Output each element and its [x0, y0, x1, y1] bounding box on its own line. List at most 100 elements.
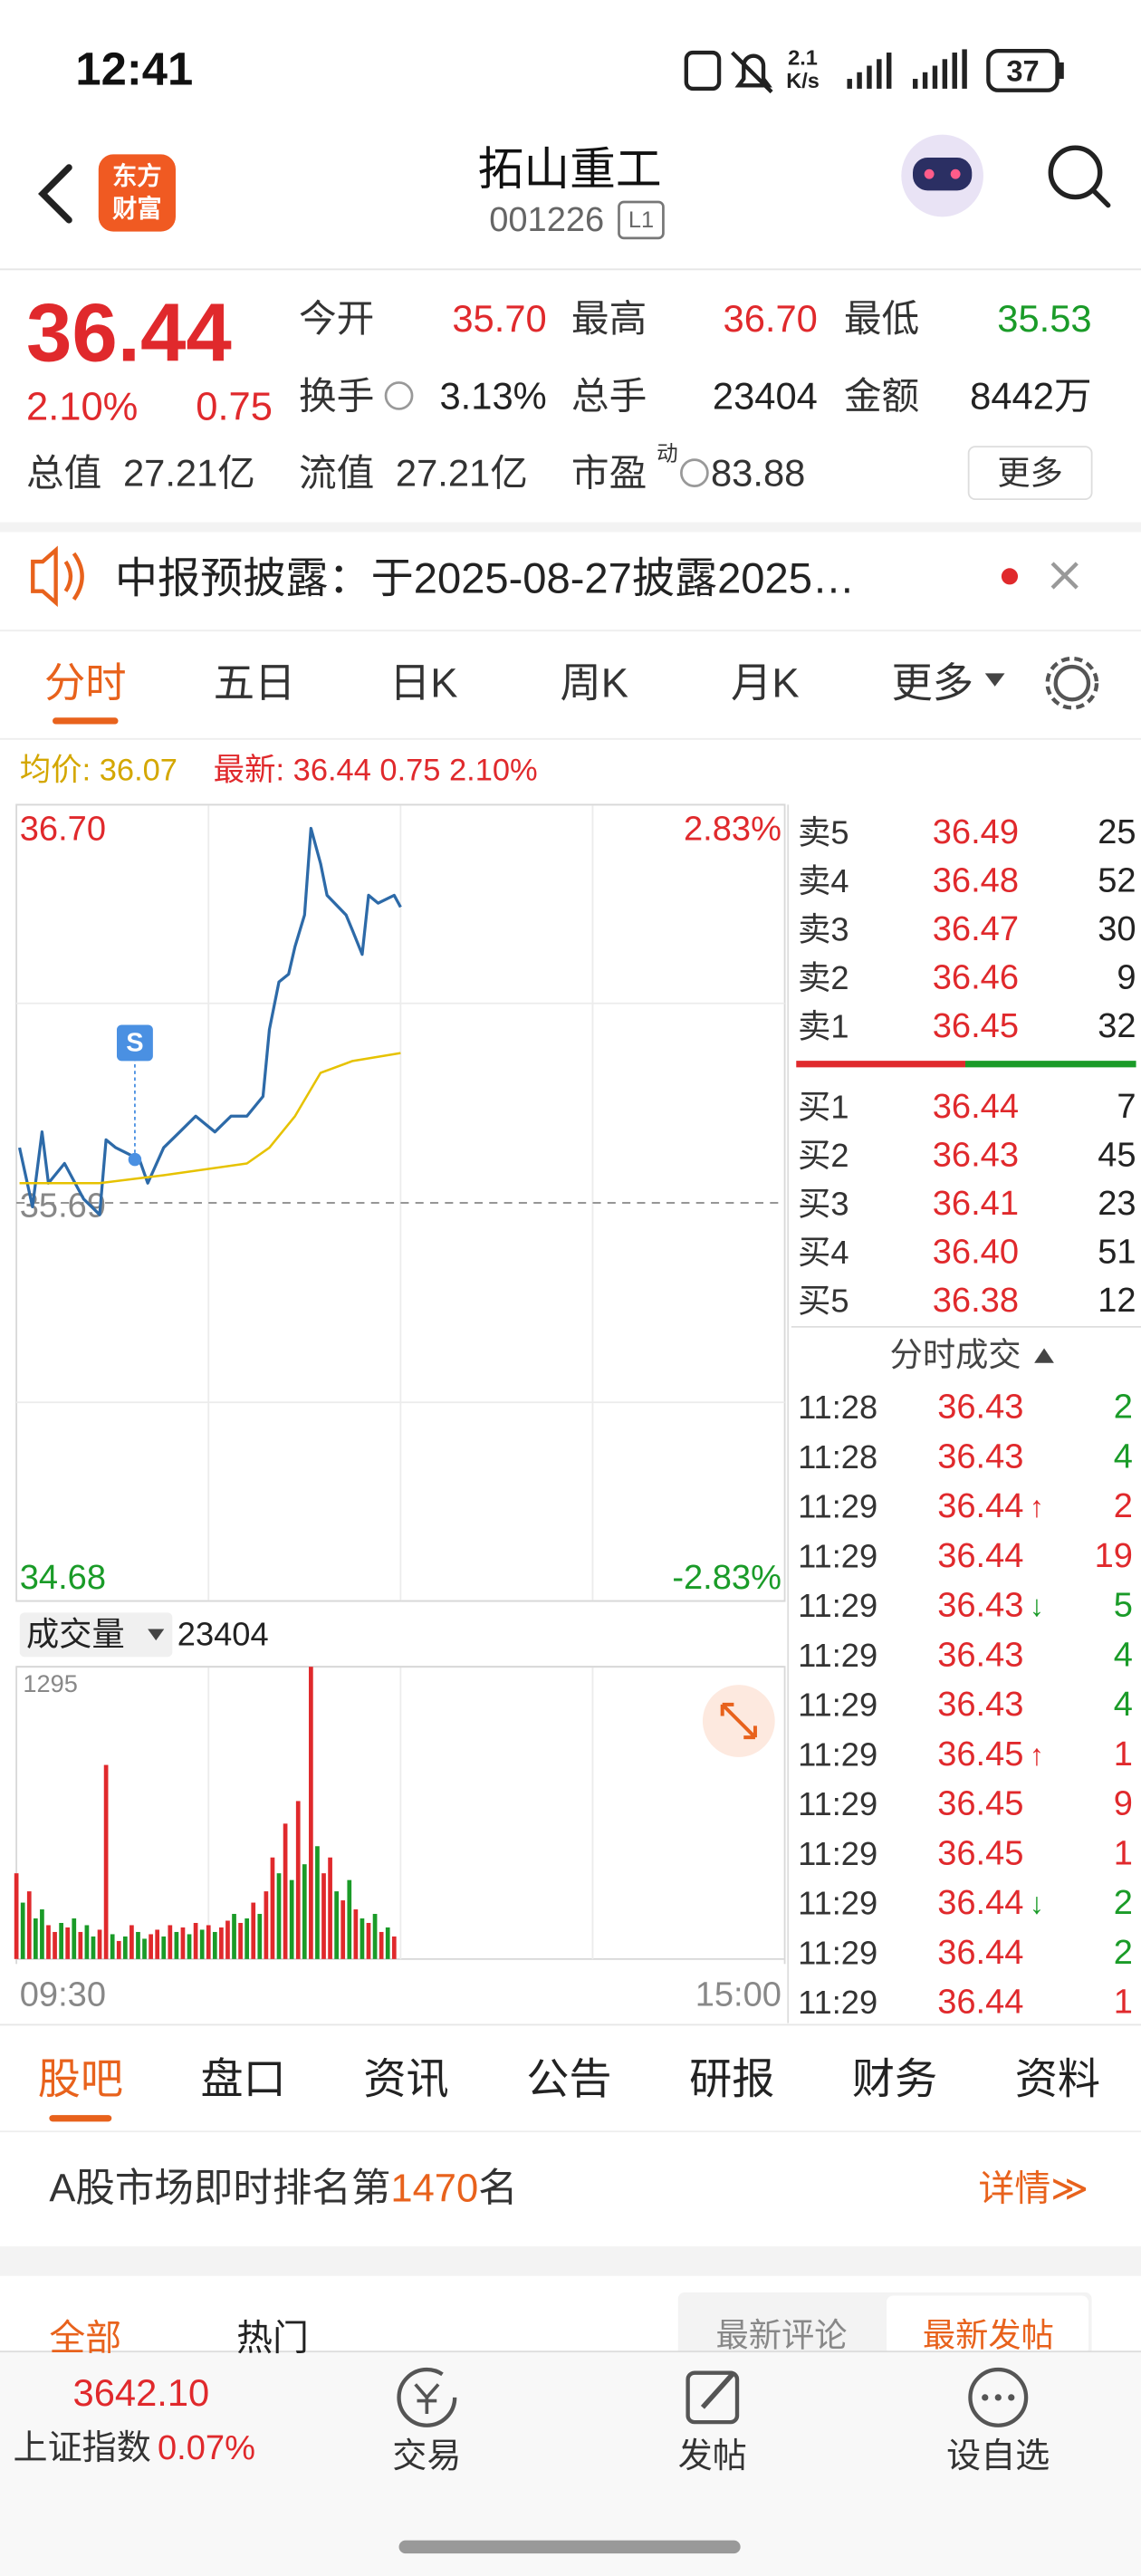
stock-tab[interactable]: 研报: [689, 2055, 774, 2103]
tab-underline: [53, 717, 119, 725]
volume-bar: [340, 1900, 346, 1959]
settings-button[interactable]: [1053, 664, 1091, 702]
chart-tab[interactable]: 日K: [389, 660, 458, 706]
change: 0.75: [196, 386, 273, 429]
chart-tab[interactable]: 分时: [44, 660, 127, 706]
post-tab[interactable]: 热门: [236, 2319, 309, 2359]
trade-qty: 2: [1114, 1487, 1133, 1525]
ranking-text: A股市场即时排名第1470名: [49, 2167, 517, 2211]
book-price: 36.38: [933, 1282, 1019, 1320]
ranking-number: 1470: [390, 2167, 478, 2211]
legend-text: 最新: 36.44 0.75 2.10%: [214, 753, 538, 787]
stock-tab[interactable]: 公告: [526, 2055, 611, 2103]
price-line: [19, 1052, 401, 1185]
book-label: 买4: [798, 1234, 849, 1271]
more-button[interactable]: [967, 446, 1093, 501]
price-line: [17, 826, 402, 1216]
volume-bar: [199, 1929, 205, 1959]
trade-qty: 4: [1114, 1437, 1133, 1475]
robot-face: [913, 158, 973, 191]
nav-item[interactable]: 交易: [392, 2437, 461, 2475]
volume-bar: [391, 1936, 397, 1959]
volume-bar: [161, 1936, 167, 1959]
pen: [700, 2372, 734, 2409]
volume-bar: [33, 1918, 38, 1959]
trade-time: 11:29: [798, 1835, 877, 1872]
volume-bar: [142, 1938, 147, 1959]
volume-bar: [149, 1934, 153, 1959]
volume-bar: [251, 1902, 256, 1959]
trade-qty: 1: [1114, 1984, 1133, 2022]
stock-tab[interactable]: 财务: [852, 2055, 937, 2103]
summary-sup: 动: [657, 441, 678, 465]
mute-icon: [731, 51, 773, 94]
trade-arrow: ↓: [1030, 1589, 1044, 1622]
summary-value: 83.88: [711, 452, 805, 495]
index-value: 3642.10: [73, 2371, 210, 2414]
trade-price: 36.45: [937, 1834, 1023, 1872]
sort-tab[interactable]: 最新评论: [715, 2317, 847, 2354]
nav-item[interactable]: 发帖: [678, 2437, 747, 2475]
volume-bar: [219, 1927, 224, 1959]
volume-bar: [347, 1879, 352, 1959]
stock-tab[interactable]: 股吧: [38, 2055, 123, 2103]
post-tab[interactable]: 全部: [49, 2319, 121, 2359]
chart-tab[interactable]: 周K: [561, 660, 629, 706]
volume-bar: [103, 1764, 109, 1959]
close-button[interactable]: [1050, 562, 1079, 590]
chart-tab[interactable]: 更多: [891, 660, 973, 706]
volume-bar: [372, 1914, 378, 1959]
search-handle: [1090, 187, 1111, 208]
volume-bar: [257, 1914, 263, 1959]
volume-bar: [46, 1925, 51, 1959]
volume-bar: [97, 1929, 102, 1959]
book-label: 卖1: [798, 1008, 849, 1045]
level-badge: L1: [628, 207, 654, 233]
ranking-detail[interactable]: 详情≫: [978, 2169, 1088, 2209]
band: [0, 522, 1141, 533]
info-icon: [384, 381, 414, 410]
field-label: 今开: [299, 297, 374, 340]
search-button[interactable]: [1048, 145, 1103, 200]
volume-selector[interactable]: [19, 1612, 173, 1658]
trade-time: 11:29: [798, 1785, 877, 1822]
field-label: 最高: [571, 297, 647, 340]
app-logo: [98, 154, 176, 232]
chart-tab[interactable]: 五日: [214, 660, 296, 706]
stock-tab[interactable]: 盘口: [201, 2055, 286, 2103]
sort-tab[interactable]: 最新发帖: [923, 2317, 1054, 2354]
trade-qty: 2: [1114, 1389, 1133, 1427]
field-label: 金额: [844, 374, 919, 417]
net-unit: K/s: [786, 69, 820, 92]
field-value: 3.13%: [440, 374, 547, 417]
stock-name: 拓山重工: [478, 143, 662, 195]
trade-price: 36.43: [937, 1437, 1023, 1475]
settings-gear: [1045, 656, 1099, 710]
volume-bar: [276, 1873, 282, 1959]
volume-bar: [129, 1925, 134, 1959]
bottom-bar: [0, 2351, 1141, 2576]
logo-text: 东方: [112, 161, 161, 189]
volume-bar: [334, 1891, 340, 1959]
legend-text: 均价: 36.07: [20, 753, 177, 787]
nav-item[interactable]: 设自选: [946, 2437, 1050, 2475]
home-indicator: [398, 2540, 741, 2554]
volume-bar: [84, 1925, 90, 1959]
trade-price: 36.43: [937, 1686, 1023, 1724]
sort-arrow: [1034, 1348, 1054, 1363]
battery-level: 37: [1006, 53, 1039, 87]
stock-tab[interactable]: 资料: [1015, 2055, 1100, 2103]
book-price: 36.48: [933, 862, 1019, 900]
book-price: 36.49: [933, 813, 1019, 851]
field-label: 换手: [299, 374, 374, 417]
book-qty: 25: [1098, 813, 1136, 851]
back-button[interactable]: [38, 164, 72, 224]
volume-bar: [122, 1936, 128, 1959]
trade-time: 11:29: [798, 1637, 877, 1674]
trades-title: 分时成交: [890, 1336, 1021, 1373]
trade-arrow: ↑: [1030, 1490, 1044, 1523]
stock-tab[interactable]: 资讯: [363, 2055, 448, 2103]
chart-tab[interactable]: 月K: [731, 660, 800, 706]
trade-time: 11:28: [798, 1438, 877, 1475]
trade-qty: 4: [1114, 1686, 1133, 1724]
